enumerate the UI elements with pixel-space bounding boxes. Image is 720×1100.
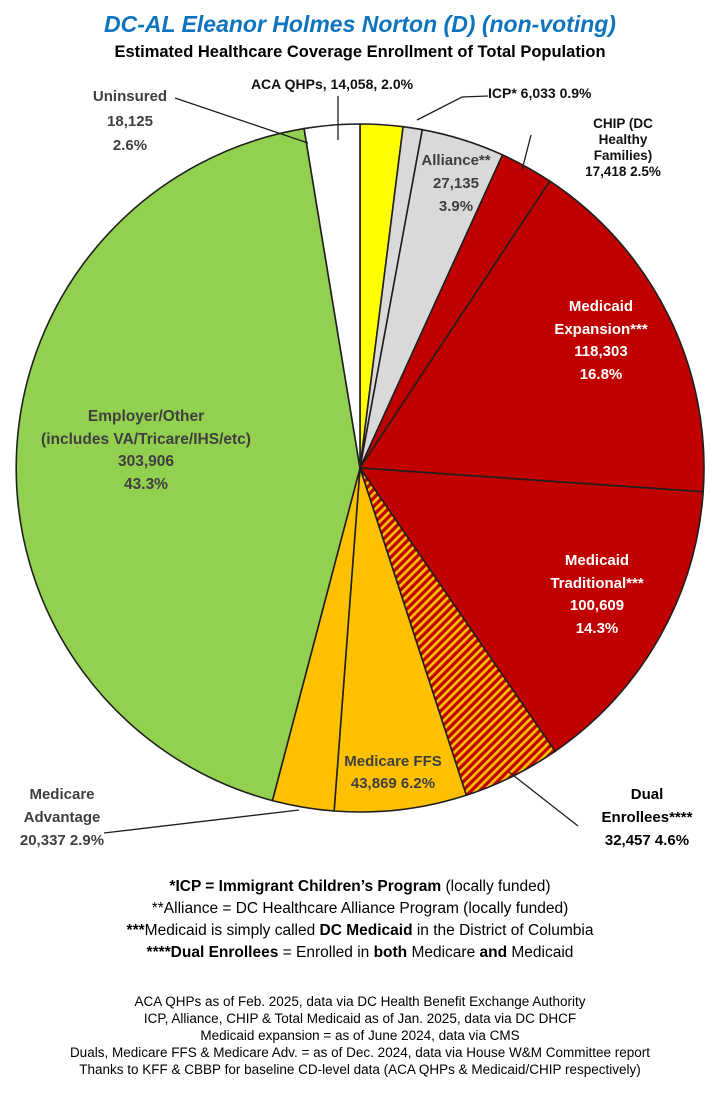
label-medicare-advantage: Medicare Advantage 20,337 2.9% — [19, 786, 105, 849]
footnote-dual-bold1: ****Dual Enrollees — [146, 944, 279, 961]
footnote-dual: ****Dual Enrollees = Enrolled in both Me… — [0, 942, 720, 964]
label-chip: CHIP (DC Healthy Families) 17,418 2.5% — [585, 116, 661, 179]
label-aca-qhps: ACA QHPs, 14,058, 2.0% — [250, 76, 414, 92]
footnote-dual-bold3: and — [479, 944, 508, 961]
pie-slices — [15, 123, 705, 813]
label-medicaid-expansion: Medicaid Expansion*** 118,303 16.8% — [554, 298, 648, 383]
footnote-dual-reg1: = Enrolled in — [278, 944, 374, 961]
footnote-medicaid: ***Medicaid is simply called DC Medicaid… — [0, 920, 720, 942]
pie-slice-uninsured — [303, 123, 361, 469]
source-line: ICP, Alliance, CHIP & Total Medicaid as … — [143, 1011, 577, 1026]
leader-line-uninsured — [174, 97, 309, 144]
footnote-medicaid-post: in the District of Columbia — [412, 922, 594, 939]
footnote-alliance: **Alliance = DC Healthcare Alliance Prog… — [151, 900, 569, 917]
page-subtitle: Estimated Healthcare Coverage Enrollment… — [114, 43, 606, 61]
source-line: Medicaid expansion = as of June 2024, da… — [200, 1028, 520, 1043]
pie-slice-employer-other — [15, 127, 361, 802]
label-alliance: Alliance** 27,135 3.9% — [421, 152, 491, 215]
source-line: Thanks to KFF & CBBP for baseline CD-lev… — [79, 1062, 641, 1077]
label-uninsured: Uninsured 18,125 2.6% — [92, 88, 168, 154]
footnote-medicaid-stars: *** — [126, 922, 145, 939]
footnote-medicaid-pre: Medicaid is simply called — [144, 922, 320, 939]
leader-line-medicare-advantage — [103, 809, 300, 834]
page-title: DC-AL Eleanor Holmes Norton (D) (non-vot… — [104, 11, 616, 37]
sources-block: ACA QHPs as of Feb. 2025, data via DC He… — [0, 993, 720, 1078]
source-line: ACA QHPs as of Feb. 2025, data via DC He… — [134, 994, 586, 1009]
footnote-dual-reg3: Medicaid — [507, 944, 574, 961]
footnote-icp-rest: (locally funded) — [441, 878, 551, 895]
footnote-icp: *ICP = Immigrant Children’s Program (loc… — [0, 876, 720, 898]
leader-lines — [103, 95, 579, 834]
label-employer-other: Employer/Other (includes VA/Tricare/IHS/… — [41, 408, 251, 493]
label-medicare-ffs: Medicare FFS 43,869 6.2% — [344, 753, 442, 792]
label-icp: ICP* 6,033 0.9% — [488, 85, 592, 101]
label-medicaid-traditional: Medicaid Traditional*** 100,609 14.3% — [550, 552, 644, 637]
leader-line-dual-enrollees — [508, 771, 579, 827]
footnote-icp-bold: *ICP = Immigrant Children’s Program — [169, 878, 442, 895]
footnotes-block: *ICP = Immigrant Children’s Program (loc… — [0, 876, 720, 964]
footnote-medicaid-bold: DC Medicaid — [319, 922, 413, 939]
pie-slice-medicare-ffs — [333, 467, 468, 813]
leader-line-icp — [416, 95, 489, 121]
pie-slice-medicaid-expansion — [359, 180, 705, 493]
label-dual-enrollees: Dual Enrollees**** 32,457 4.6% — [601, 786, 693, 849]
footnote-dual-bold2: both — [373, 944, 408, 961]
footnote-dual-reg2: Medicare — [407, 944, 480, 961]
pie-slice-medicaid-traditional — [359, 467, 704, 753]
leader-line-chip — [521, 134, 532, 171]
source-line: Duals, Medicare FFS & Medicare Adv. = as… — [69, 1045, 651, 1060]
